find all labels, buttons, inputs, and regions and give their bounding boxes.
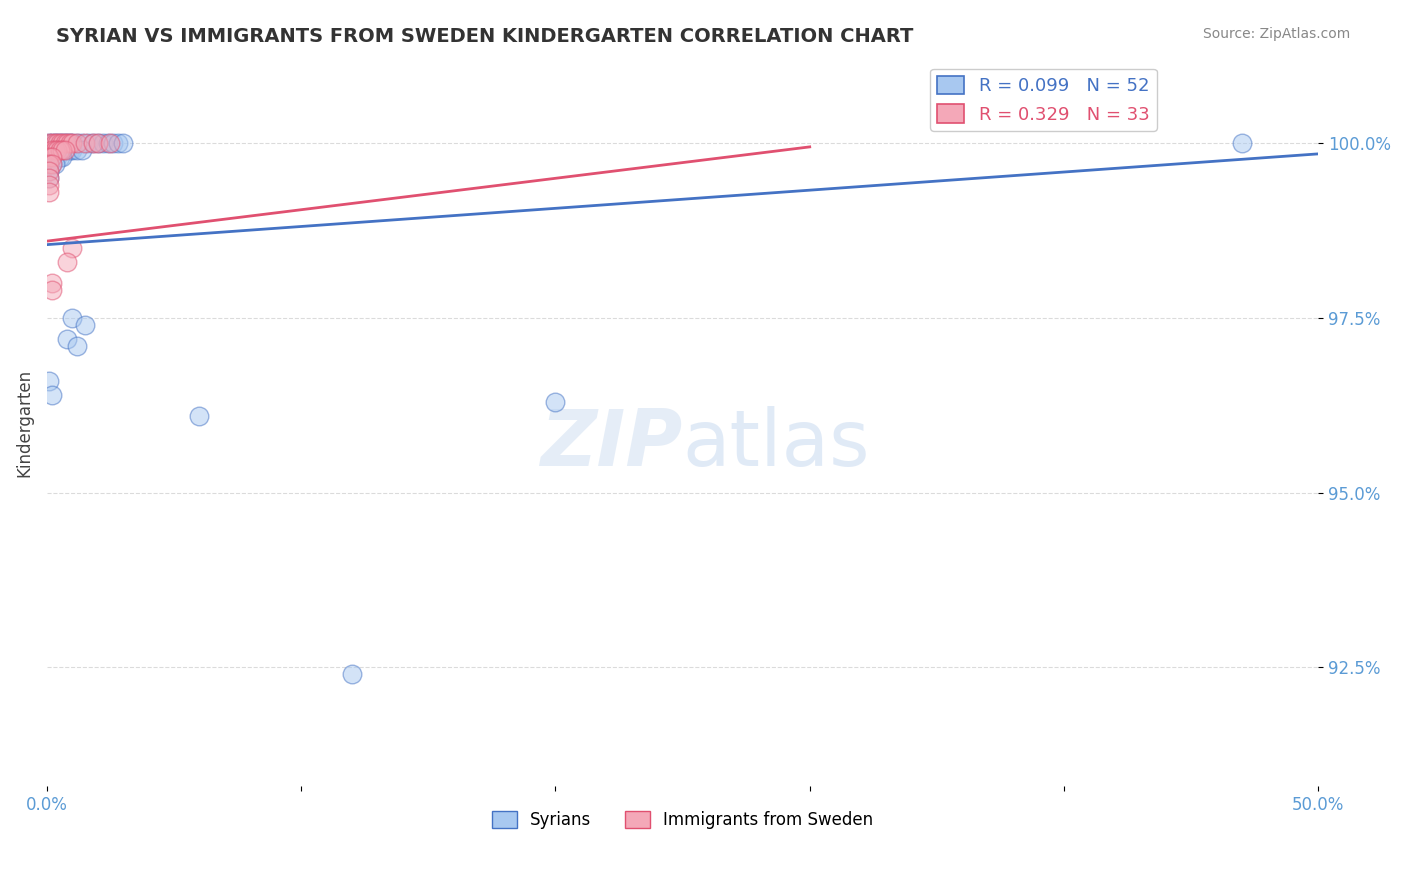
Point — [60, 310, 83, 325]
Point — [59, 144, 82, 158]
Point — [38, 186, 60, 200]
Point — [53, 136, 76, 151]
Point — [112, 136, 135, 151]
Point — [59, 136, 82, 151]
Point — [51, 136, 73, 151]
Point — [60, 144, 83, 158]
Point — [38, 150, 60, 164]
Point — [41, 136, 63, 151]
Point — [59, 136, 82, 151]
Point — [38, 136, 60, 151]
Point — [56, 332, 79, 346]
Point — [48, 144, 70, 158]
Point — [66, 339, 89, 353]
Point — [56, 136, 79, 151]
Point — [56, 144, 79, 158]
Point — [544, 394, 567, 409]
Point — [76, 136, 98, 151]
Point — [46, 144, 69, 158]
Point — [101, 136, 124, 151]
Point — [46, 144, 69, 158]
Point — [87, 136, 110, 151]
Point — [72, 136, 94, 151]
Point — [73, 136, 96, 151]
Point — [38, 178, 60, 193]
Point — [100, 136, 122, 151]
Point — [188, 409, 211, 423]
Point — [38, 164, 60, 178]
Point — [82, 136, 104, 151]
Point — [46, 136, 69, 151]
Point — [66, 136, 89, 151]
Point — [44, 144, 66, 158]
Point — [53, 144, 76, 158]
Text: SYRIAN VS IMMIGRANTS FROM SWEDEN KINDERGARTEN CORRELATION CHART: SYRIAN VS IMMIGRANTS FROM SWEDEN KINDERG… — [56, 27, 914, 45]
Point — [41, 388, 63, 402]
Point — [38, 150, 60, 164]
Legend: Syrians, Immigrants from Sweden: Syrians, Immigrants from Sweden — [485, 804, 880, 836]
Point — [46, 136, 69, 151]
Point — [51, 150, 73, 164]
Point — [53, 136, 76, 151]
Point — [51, 136, 73, 151]
Point — [46, 150, 69, 164]
Point — [38, 171, 60, 186]
Point — [41, 150, 63, 164]
Point — [66, 144, 89, 158]
Point — [56, 136, 79, 151]
Text: atlas: atlas — [682, 407, 870, 483]
Point — [38, 374, 60, 388]
Point — [41, 157, 63, 171]
Point — [73, 318, 96, 332]
Text: Source: ZipAtlas.com: Source: ZipAtlas.com — [1202, 27, 1350, 41]
Point — [48, 150, 70, 164]
Point — [82, 136, 104, 151]
Point — [87, 136, 110, 151]
Point — [51, 144, 73, 158]
Point — [91, 136, 114, 151]
Text: ZIP: ZIP — [540, 407, 682, 483]
Point — [38, 164, 60, 178]
Point — [53, 144, 76, 158]
Point — [38, 157, 60, 171]
Point — [38, 136, 60, 151]
Point — [56, 255, 79, 269]
Point — [51, 144, 73, 158]
Point — [340, 667, 363, 681]
Point — [44, 136, 66, 151]
Point — [66, 136, 89, 151]
Point — [38, 171, 60, 186]
Y-axis label: Kindergarten: Kindergarten — [15, 368, 32, 476]
Point — [41, 276, 63, 290]
Point — [72, 144, 94, 158]
Point — [60, 241, 83, 255]
Point — [1230, 136, 1253, 151]
Point — [41, 136, 63, 151]
Point — [60, 136, 83, 151]
Point — [41, 144, 63, 158]
Point — [44, 150, 66, 164]
Point — [41, 150, 63, 164]
Point — [38, 157, 60, 171]
Point — [44, 144, 66, 158]
Point — [44, 157, 66, 171]
Point — [41, 283, 63, 297]
Point — [41, 144, 63, 158]
Point — [48, 136, 70, 151]
Point — [60, 136, 83, 151]
Point — [41, 157, 63, 171]
Point — [48, 136, 70, 151]
Point — [107, 136, 129, 151]
Point — [48, 144, 70, 158]
Point — [97, 136, 120, 151]
Point — [44, 136, 66, 151]
